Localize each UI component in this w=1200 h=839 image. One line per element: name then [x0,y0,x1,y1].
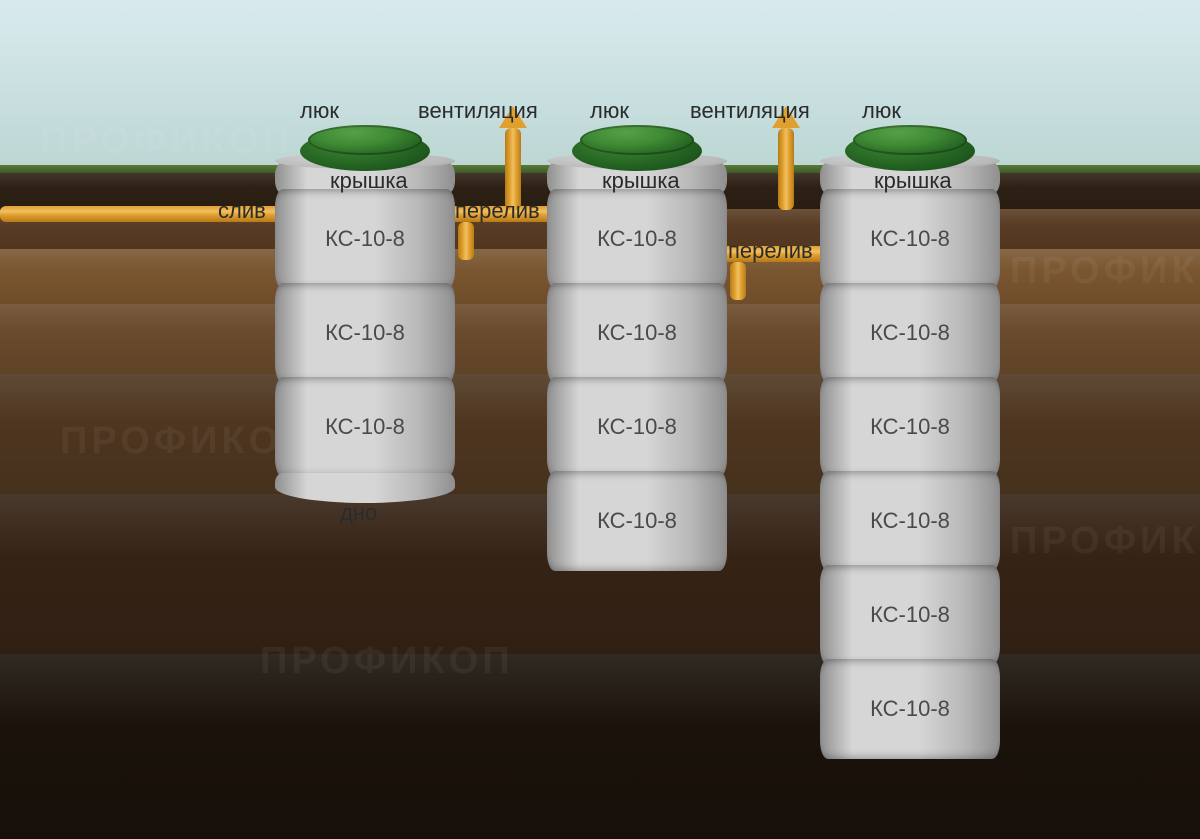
label-overflow: перелив [455,198,540,224]
ring-label: КС-10-8 [597,508,677,534]
hatch-lid [308,125,422,155]
label-overflow: перелив [728,238,813,264]
label-ventilation: вентиляция [690,98,810,124]
label-cap: крышка [602,168,680,194]
ring-label: КС-10-8 [870,414,950,440]
label-drain: слив [218,198,266,224]
label-hatch: люк [590,98,629,124]
concrete-ring: КС-10-8 [820,471,1000,571]
ring-label: КС-10-8 [325,320,405,346]
concrete-ring: КС-10-8 [820,565,1000,665]
overflow-tee [730,262,746,300]
well: КС-10-8 КС-10-8 КС-10-8 КС-10-8 КС-10-8 КС-10… [820,161,1000,759]
concrete-ring: КС-10-8 [275,377,455,477]
ring-label: КС-10-8 [325,226,405,252]
concrete-ring: КС-10-8 [547,471,727,571]
label-hatch: люк [862,98,901,124]
concrete-ring: КС-10-8 [820,377,1000,477]
label-cap: крышка [874,168,952,194]
manhole-hatch [845,131,975,171]
well-bottom [275,473,455,503]
label-ventilation: вентиляция [418,98,538,124]
manhole-hatch [300,131,430,171]
concrete-ring: КС-10-8 [275,283,455,383]
ring-label: КС-10-8 [870,696,950,722]
hatch-lid [853,125,967,155]
concrete-ring: КС-10-8 [820,659,1000,759]
well: КС-10-8 КС-10-8 КС-10-8 КС-10-8 [547,161,727,571]
label-bottom: дно [340,500,377,526]
vent-stem [778,128,794,210]
manhole-hatch [572,131,702,171]
soil-stratum [0,654,1200,839]
concrete-ring: КС-10-8 [547,377,727,477]
well: КС-10-8 КС-10-8 КС-10-8 [275,161,455,503]
hatch-lid [580,125,694,155]
concrete-ring: КС-10-8 [547,283,727,383]
ring-label: КС-10-8 [597,320,677,346]
label-cap: крышка [330,168,408,194]
ring-label: КС-10-8 [597,414,677,440]
concrete-ring: КС-10-8 [547,189,727,289]
ring-label: КС-10-8 [325,414,405,440]
concrete-ring: КС-10-8 [820,189,1000,289]
ring-label: КС-10-8 [870,226,950,252]
ring-label: КС-10-8 [597,226,677,252]
label-hatch: люк [300,98,339,124]
concrete-ring: КС-10-8 [275,189,455,289]
ring-label: КС-10-8 [870,508,950,534]
overflow-tee [458,222,474,260]
concrete-ring: КС-10-8 [820,283,1000,383]
ring-label: КС-10-8 [870,320,950,346]
ring-label: КС-10-8 [870,602,950,628]
